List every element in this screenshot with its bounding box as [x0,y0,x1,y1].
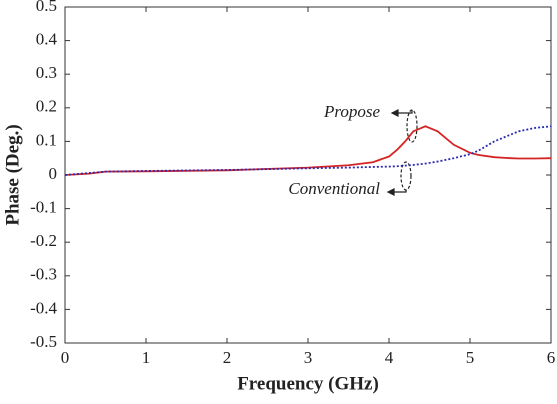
y-tick-label: 0.2 [36,97,57,116]
x-tick-label: 3 [304,348,313,367]
y-tick-label: -0.2 [30,231,57,250]
line-series [64,125,552,176]
annotation-arrows [386,109,418,196]
y-tick-label: 0.4 [36,30,58,49]
x-tick-label: 6 [547,348,556,367]
y-tick-label: -0.3 [30,265,57,284]
y-tick-label: 0.1 [36,130,57,149]
plot-frame [64,6,552,344]
x-tick-label: 0 [61,348,70,367]
y-tick-label: -0.4 [30,298,57,317]
x-tick-label: 5 [466,348,475,367]
annotation: Propose [323,102,380,121]
y-tick-label: 0 [49,164,58,183]
x-axis-title: Frequency (GHz) [237,373,379,394]
annotation: Conventional [288,179,380,198]
y-tick-label: 0.5 [36,0,57,15]
y-tick-label: -0.1 [30,198,57,217]
line-series [64,125,552,176]
x-tick-label: 4 [385,348,394,367]
y-tick-label: 0.3 [36,63,57,82]
y-tick-label: -0.5 [30,332,57,351]
x-tick-label: 1 [142,348,151,367]
x-tick-label: 2 [223,348,232,367]
y-axis-title: Phase (Deg.) [2,124,23,225]
